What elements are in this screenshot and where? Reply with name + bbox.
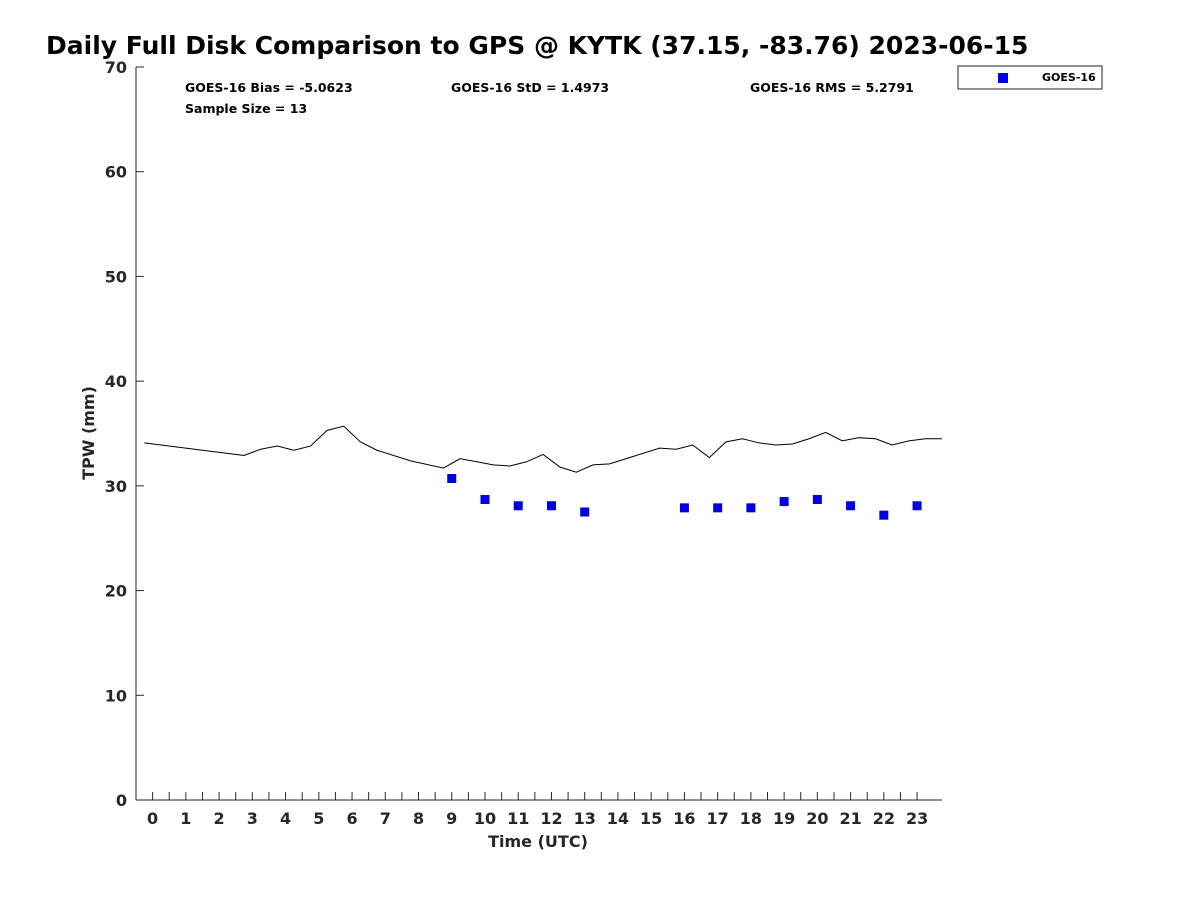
x-tick-label: 18 <box>740 809 762 828</box>
goes16-point <box>713 503 723 513</box>
legend-box <box>957 65 1103 90</box>
x-tick-label: 3 <box>247 809 258 828</box>
y-axis-label: TPW (mm) <box>79 386 98 480</box>
gps-tpw-line <box>144 425 942 473</box>
goes16-point <box>546 501 556 511</box>
x-tick-label: 6 <box>346 809 357 828</box>
x-tick-label: 9 <box>446 809 457 828</box>
x-tick-label: 21 <box>839 809 861 828</box>
x-tick-label: 14 <box>607 809 629 828</box>
y-tick-label: 0 <box>116 791 127 810</box>
goes16-point <box>879 510 889 520</box>
stat-sample-size: Sample Size = 13 <box>185 101 307 116</box>
x-tick-label: 19 <box>773 809 795 828</box>
x-tick-label: 23 <box>906 809 928 828</box>
x-tick-label: 22 <box>873 809 895 828</box>
y-tick-label: 50 <box>105 267 127 286</box>
stat-bias: GOES-16 Bias = -5.0623 <box>185 80 353 95</box>
x-axis-label: Time (UTC) <box>488 832 588 851</box>
x-tick-label: 11 <box>507 809 529 828</box>
x-tick-label: 15 <box>640 809 662 828</box>
x-tick-label: 7 <box>380 809 391 828</box>
x-tick-label: 17 <box>707 809 729 828</box>
y-tick-label: 60 <box>105 163 127 182</box>
x-tick-label: 5 <box>313 809 324 828</box>
goes16-point <box>779 497 789 507</box>
stat-rms: GOES-16 RMS = 5.2791 <box>750 80 914 95</box>
chart-title: Daily Full Disk Comparison to GPS @ KYTK… <box>46 31 1028 60</box>
y-ticks: 0 10 20 30 40 50 60 70 <box>105 58 144 810</box>
x-tick-label: 1 <box>180 809 191 828</box>
x-tick-label: 8 <box>413 809 424 828</box>
x-tick-label: 2 <box>214 809 225 828</box>
goes16-point <box>679 503 689 513</box>
x-tick-label: 0 <box>147 809 158 828</box>
goes16-point <box>447 474 457 484</box>
y-tick-label: 10 <box>105 686 127 705</box>
gps-line-layer <box>144 425 942 473</box>
goes16-point <box>513 501 523 511</box>
x-tick-label: 13 <box>574 809 596 828</box>
goes16-point <box>812 494 822 504</box>
legend-marker-goes16 <box>998 73 1008 83</box>
x-tick-label: 10 <box>474 809 496 828</box>
y-tick-label: 40 <box>105 372 127 391</box>
y-tick-label: 20 <box>105 582 127 601</box>
x-tick-label: 12 <box>540 809 562 828</box>
goes16-point <box>580 507 590 517</box>
x-tick-label: 16 <box>673 809 695 828</box>
y-tick-label: 70 <box>105 58 127 77</box>
x-tick-label: 20 <box>806 809 828 828</box>
legend-label-goes16: GOES-16 <box>1042 71 1096 84</box>
goes16-point <box>480 494 490 504</box>
goes16-points-layer <box>447 474 922 520</box>
goes16-point <box>912 501 922 511</box>
goes16-point <box>746 503 756 513</box>
goes16-point <box>846 501 856 511</box>
x-tick-label: 4 <box>280 809 291 828</box>
stat-std: GOES-16 StD = 1.4973 <box>451 80 609 95</box>
y-tick-label: 30 <box>105 477 127 496</box>
x-ticks: 0 1 2 3 4 5 6 7 8 9 10 11 12 13 14 15 16 17 18 19 20 21 22 23 <box>147 792 928 828</box>
legend: GOES-16 <box>957 65 1103 90</box>
